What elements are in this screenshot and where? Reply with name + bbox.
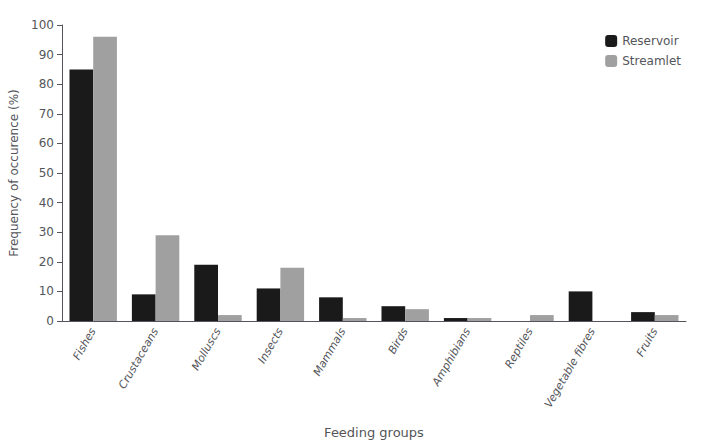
svg-text:Fruits: Fruits: [634, 326, 661, 359]
svg-text:60: 60: [39, 136, 54, 150]
svg-text:30: 30: [39, 225, 54, 239]
svg-text:90: 90: [39, 48, 54, 62]
svg-text:Molluscs: Molluscs: [189, 326, 224, 373]
svg-text:10: 10: [39, 284, 54, 298]
svg-text:Vegetable fibres: Vegetable fibres: [542, 326, 598, 410]
svg-text:Reptiles: Reptiles: [502, 326, 536, 371]
svg-text:Fishes: Fishes: [70, 326, 99, 363]
svg-text:Mammals: Mammals: [311, 326, 349, 379]
svg-text:70: 70: [39, 107, 54, 121]
svg-text:100: 100: [31, 18, 54, 32]
svg-text:Birds: Birds: [386, 326, 411, 357]
svg-text:Streamlet: Streamlet: [622, 54, 681, 68]
svg-text:80: 80: [39, 77, 54, 91]
svg-text:20: 20: [39, 255, 54, 269]
svg-text:Frequency of occurence (%): Frequency of occurence (%): [7, 89, 21, 257]
svg-text:Feeding groups: Feeding groups: [324, 425, 424, 440]
svg-text:Insects: Insects: [255, 326, 286, 366]
svg-text:Crustaceans: Crustaceans: [116, 326, 161, 392]
svg-text:50: 50: [39, 166, 54, 180]
svg-text:0: 0: [46, 314, 54, 328]
svg-text:Reservoir: Reservoir: [622, 34, 679, 48]
svg-text:Amphibians: Amphibians: [429, 326, 473, 390]
svg-text:40: 40: [39, 196, 54, 210]
